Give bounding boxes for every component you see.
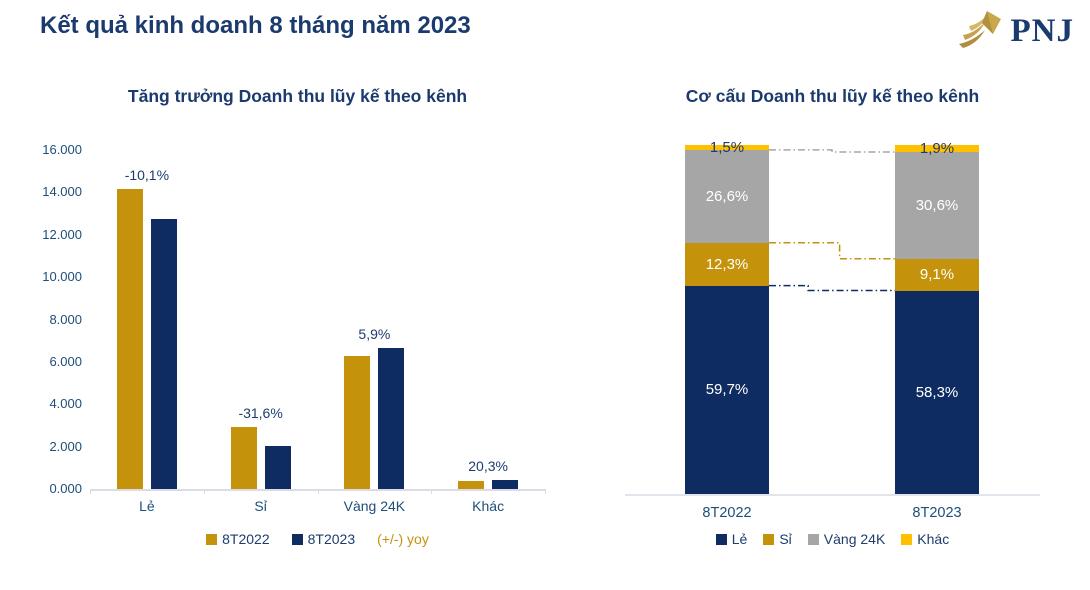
legend-label-vang24k: Vàng 24K <box>823 531 886 547</box>
pnj-logo: PNJ <box>956 8 1075 54</box>
legend-label-si: Sỉ <box>779 531 792 547</box>
y-axis-tick-label: 12.000 <box>42 226 82 242</box>
segment-khac-8t2022: 1,5% <box>685 139 769 156</box>
yoy-change-label-khac: 20,3% <box>468 457 508 474</box>
y-axis-tick-label: 8.000 <box>49 311 82 327</box>
bar-8t2022-le <box>116 189 143 489</box>
x-axis-tick <box>431 489 433 494</box>
x-axis-category-label-8t2022: 8T2022 <box>702 505 752 521</box>
grouped-bar-chart-plot: 0.000 2.000 4.000 6.000 8.000 10.000 12.000 14.… <box>42 142 546 514</box>
y-axis-tick-label: 16.000 <box>42 142 82 157</box>
legend-item-si: Sỉ <box>763 531 792 547</box>
y-axis-tick-label: 14.000 <box>42 184 82 200</box>
x-axis-category-label-khac: Khác <box>472 498 505 514</box>
legend-item-vang24k: Vàng 24K <box>807 531 886 547</box>
segment-vang-24k-8t2022: 26,6% <box>685 149 769 243</box>
legend-item-8t2023: 8T2023 <box>291 531 356 547</box>
x-axis-category-label-si: Sỉ <box>254 498 267 514</box>
legend-note-yoy: (+/-) yoy <box>377 531 429 547</box>
segment-label-khac-8t2023: 1,9% <box>919 140 955 158</box>
left-chart-legend: 8T2022 8T2023 (+/-) yoy <box>40 531 595 547</box>
x-axis-category-label-le: Lẻ <box>139 498 155 514</box>
legend-label-khac: Khác <box>917 531 950 547</box>
right-chart-legend: Lẻ Sỉ Vàng 24K Khác <box>625 531 1040 547</box>
legend-item-le: Lẻ <box>715 531 748 547</box>
legend-swatch-si <box>763 533 775 545</box>
segment-le-8t2022: 59,7% <box>685 285 769 494</box>
pnj-logo-icon <box>956 8 1008 54</box>
stacked-bar-connector-lines <box>769 149 895 292</box>
legend-swatch-8t2023 <box>291 533 303 545</box>
bar-8t2023-vang-24k <box>378 347 405 489</box>
x-axis-category-label-8t2023: 8T2023 <box>912 505 962 521</box>
segment-label-vang-24k-8t2022: 26,6% <box>705 187 749 205</box>
legend-swatch-vang24k <box>807 533 819 545</box>
legend-swatch-khac <box>901 533 913 545</box>
x-axis-tick <box>203 489 205 494</box>
page-title: Kết quả kinh doanh 8 tháng năm 2023 <box>40 12 471 39</box>
yoy-change-label-le: -10,1% <box>124 167 170 184</box>
y-axis-tick-label: 2.000 <box>49 438 82 454</box>
x-axis-category-label-vang-24k: Vàng 24K <box>343 498 406 514</box>
stacked-bar-chart-plot: 59,7% 12,3% 26,6% 1,5% 8T2022 58,3% 9,1% 30,6% 1… <box>625 139 1040 521</box>
segment-label-le-8t2022: 59,7% <box>705 381 749 399</box>
legend-label-le: Lẻ <box>731 531 748 547</box>
segment-label-khac-8t2022: 1,5% <box>709 138 745 156</box>
legend-label-8t2022: 8T2022 <box>222 531 270 547</box>
legend-swatch-le <box>715 533 727 545</box>
segment-si-8t2023: 9,1% <box>895 258 979 291</box>
x-axis-tick <box>545 489 546 494</box>
legend-label-8t2023: 8T2023 <box>307 531 356 547</box>
connector-line-si <box>769 241 895 260</box>
x-axis-tick <box>90 489 91 494</box>
connector-line-vang-24k <box>769 149 895 153</box>
bar-8t2022-si <box>230 426 257 489</box>
pnj-logo-text: PNJ <box>1010 12 1074 49</box>
segment-label-si-8t2022: 12,3% <box>705 255 749 273</box>
legend-swatch-8t2022 <box>206 533 218 545</box>
bar-8t2022-vang-24k <box>344 355 371 489</box>
legend-item-8t2022: 8T2022 <box>206 531 270 547</box>
segment-vang-24k-8t2023: 30,6% <box>895 152 979 259</box>
segment-label-vang-24k-8t2023: 30,6% <box>915 196 959 214</box>
bar-8t2023-le <box>150 219 177 489</box>
yoy-change-label-vang-24k: 5,9% <box>358 325 391 342</box>
bar-8t2022-khac <box>458 481 485 489</box>
x-axis-tick <box>317 489 319 494</box>
segment-label-si-8t2023: 9,1% <box>919 266 955 284</box>
yoy-change-label-si: -31,6% <box>238 404 283 421</box>
segment-si-8t2022: 12,3% <box>685 242 769 286</box>
segment-label-le-8t2023: 58,3% <box>915 383 959 401</box>
legend-item-khac: Khác <box>901 531 949 547</box>
left-chart-title: Tăng trưởng Doanh thu lũy kế theo kênh <box>127 86 468 106</box>
connector-line-le <box>769 284 895 292</box>
y-axis-tick-label: 10.000 <box>42 269 82 285</box>
y-axis-tick-label: 0.000 <box>49 481 82 496</box>
segment-khac-8t2023: 1,9% <box>895 140 979 157</box>
y-axis-tick-label: 6.000 <box>49 353 82 369</box>
y-axis-tick-label: 4.000 <box>49 396 82 412</box>
segment-le-8t2023: 58,3% <box>895 290 979 494</box>
bar-8t2023-khac <box>492 479 519 489</box>
right-chart-title: Cơ cấu Doanh thu lũy kế theo kênh <box>685 86 980 106</box>
bar-8t2023-si <box>264 446 291 489</box>
